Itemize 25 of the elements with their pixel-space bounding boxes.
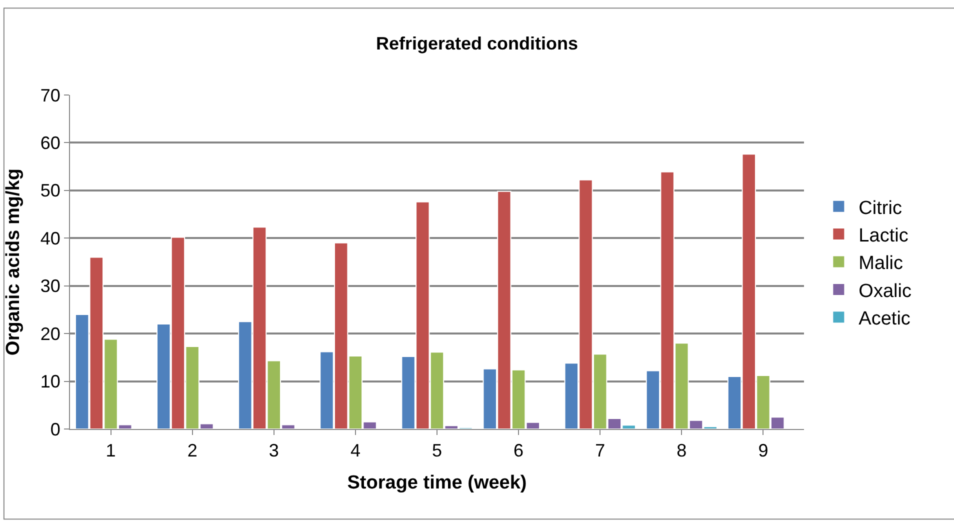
y-tick-label: 0 (50, 419, 60, 440)
legend-label: Malic (858, 253, 904, 274)
x-tick-label: 4 (350, 440, 360, 461)
y-tick-label: 30 (40, 276, 60, 296)
x-axis-title: Storage time (week) (347, 472, 527, 494)
y-tick-label: 40 (40, 228, 60, 248)
legend-label: Acetic (858, 308, 910, 330)
x-tick-label: 8 (676, 440, 687, 461)
y-tick-label: 50 (40, 180, 60, 201)
x-tick-label: 1 (106, 440, 116, 461)
x-tick-label: 7 (595, 440, 606, 461)
y-tick-label: 20 (40, 324, 60, 344)
x-tick-label: 6 (514, 440, 524, 461)
legend-label: Lactic (858, 225, 908, 246)
y-tick-label: 70 (40, 85, 60, 106)
x-tick-label: 3 (268, 440, 279, 461)
legend-label: Citric (858, 198, 902, 219)
y-tick-label: 10 (40, 372, 60, 392)
x-tick-label: 9 (758, 440, 768, 461)
chart-title: Refrigerated conditions (376, 33, 578, 54)
y-tick-label: 60 (40, 133, 60, 154)
x-tick-label: 2 (187, 440, 198, 461)
x-tick-label: 5 (432, 440, 442, 461)
y-axis-title: Organic acids mg/kg (3, 168, 24, 356)
legend-label: Oxalic (858, 280, 912, 302)
